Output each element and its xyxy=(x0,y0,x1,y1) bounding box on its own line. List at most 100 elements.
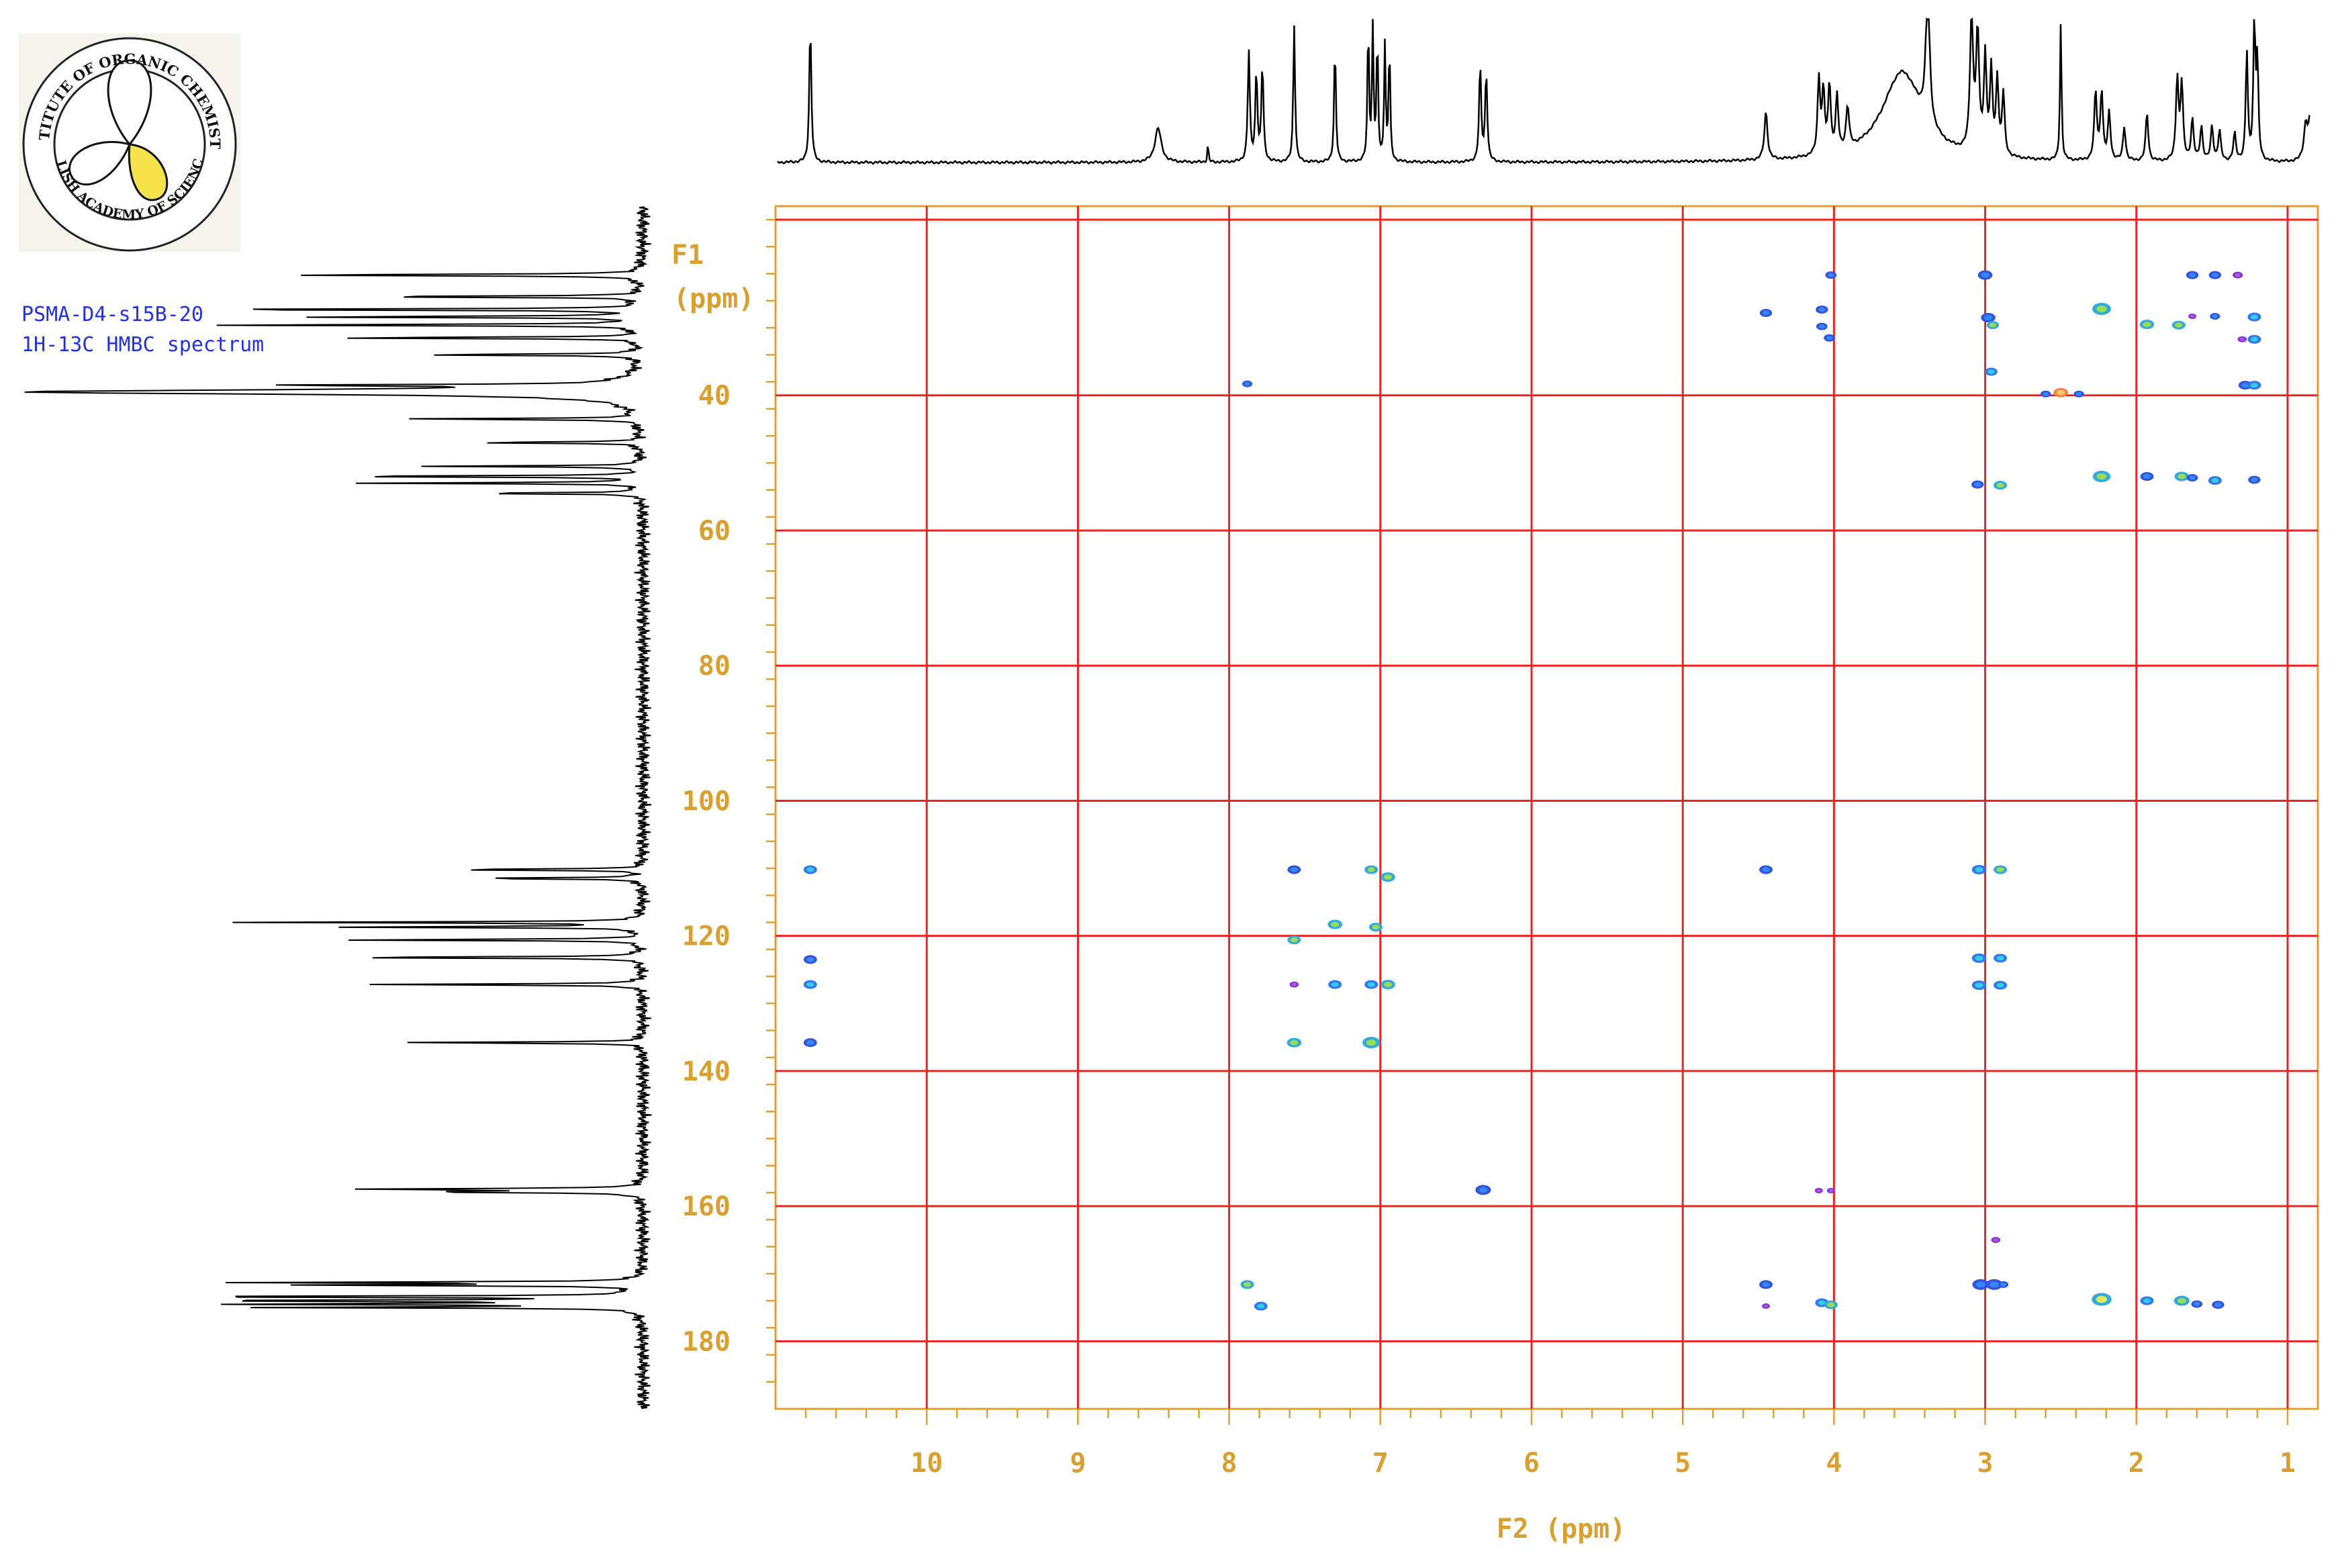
cross-peak-outer xyxy=(803,980,817,989)
cross-peak xyxy=(1254,1301,1268,1311)
cross-peak-outer xyxy=(2238,381,2252,390)
y-axis-title-line2: (ppm) xyxy=(673,283,754,314)
cross-peak xyxy=(2140,1296,2154,1305)
cross-peak xyxy=(1994,954,2008,963)
cross-peak xyxy=(1994,481,2008,490)
cross-peak xyxy=(1286,1037,1302,1048)
cross-peak-inner xyxy=(1828,1189,1834,1193)
y-tick-label: 160 xyxy=(682,1191,731,1222)
institute-logo: INSTITUTE OF ORGANIC CHEMISTRY POLISH AC… xyxy=(19,34,240,252)
cross-peak-inner xyxy=(1257,1303,1265,1309)
cross-peak xyxy=(1971,980,1987,990)
cross-peak-outer xyxy=(1286,1037,1302,1048)
cross-peaks xyxy=(803,270,2261,1311)
cross-peak-inner xyxy=(1384,982,1392,987)
cross-peak xyxy=(2092,1293,2112,1306)
cross-peak-inner xyxy=(2175,322,2183,328)
cross-peak xyxy=(1971,480,1984,489)
cross-peak xyxy=(2210,313,2220,320)
x-tick-label: 1 xyxy=(2280,1448,2296,1479)
cross-peak-outer xyxy=(1364,980,1378,989)
cross-peak-outer xyxy=(2208,271,2222,279)
cross-peak-outer xyxy=(2233,271,2243,279)
cross-peak-inner xyxy=(1990,1281,1999,1288)
cross-peak-inner xyxy=(2096,473,2107,480)
cross-peak xyxy=(2092,302,2111,315)
cross-peak-inner xyxy=(2178,473,2186,479)
cross-peak-inner xyxy=(1826,336,1833,340)
cross-peak-outer xyxy=(2191,1300,2203,1308)
cross-peak-inner xyxy=(1996,867,2004,872)
cross-peak xyxy=(1759,865,1773,874)
cross-peak-inner xyxy=(1974,482,1981,487)
cross-peak-outer xyxy=(2092,470,2111,482)
cross-peak-outer xyxy=(1826,1188,1835,1194)
cross-peak xyxy=(2248,475,2261,484)
cross-peak xyxy=(1824,1300,1838,1309)
cross-peak-inner xyxy=(1993,1238,1999,1242)
cross-peak-outer xyxy=(1240,1280,1254,1289)
cross-peak-outer xyxy=(2073,390,2084,398)
y-tick-label: 60 xyxy=(698,516,731,547)
cross-peak-outer xyxy=(1971,953,1987,963)
cross-peak-outer xyxy=(1287,865,1301,874)
cross-peak xyxy=(2041,390,2051,398)
x-tick-label: 8 xyxy=(1221,1448,1237,1479)
cross-peak-outer xyxy=(2247,334,2261,344)
cross-peak-inner xyxy=(1818,324,1825,329)
cross-peak-outer xyxy=(1824,1300,1838,1309)
cross-peak-inner xyxy=(1291,982,1297,986)
cross-peak-inner xyxy=(2250,383,2258,388)
cross-peak-inner xyxy=(1975,867,1983,872)
cross-peak-inner xyxy=(1290,867,1298,872)
cross-peak xyxy=(2208,476,2222,486)
cross-peak xyxy=(1994,865,2008,874)
cross-peak xyxy=(2247,381,2261,390)
cross-peak-inner xyxy=(2239,337,2245,341)
cross-peak-inner xyxy=(1996,982,2004,988)
cross-peak xyxy=(1815,1298,1829,1307)
cross-peak-outer xyxy=(2140,1296,2154,1305)
cross-peak-outer xyxy=(1971,480,1984,489)
cross-peak xyxy=(2188,314,2197,320)
cross-peak xyxy=(2140,471,2154,481)
cross-peak-inner xyxy=(1975,1281,1985,1288)
f2-projection-trace xyxy=(777,17,2310,165)
cross-peak xyxy=(2208,271,2222,279)
cross-peak-outer xyxy=(803,1038,817,1048)
cross-peak-outer xyxy=(1475,1185,1491,1195)
cross-peak xyxy=(1362,1037,1380,1049)
cross-peak xyxy=(1826,1188,1835,1194)
cross-peak xyxy=(1986,321,2000,330)
cross-peak-outer xyxy=(1998,1281,2009,1288)
cross-peak xyxy=(1475,1185,1491,1195)
x-tick-label: 9 xyxy=(1070,1448,1086,1479)
cross-peak-outer xyxy=(1994,954,2008,963)
cross-peak-outer xyxy=(2210,313,2220,320)
cross-peak-inner xyxy=(2241,383,2249,388)
cross-peak xyxy=(1759,308,1773,317)
cross-peak-outer xyxy=(2174,471,2190,481)
cross-peak xyxy=(1287,935,1301,945)
cross-peak xyxy=(2212,1301,2225,1309)
x-axis-title: F2 (ppm) xyxy=(1497,1514,1626,1544)
cross-peak-outer xyxy=(1991,1236,2001,1243)
cross-peak-inner xyxy=(1290,937,1298,943)
cross-peak xyxy=(2247,334,2261,344)
cross-peak-outer xyxy=(1816,322,1828,330)
cross-peak-outer xyxy=(1994,980,2008,990)
grid-lines xyxy=(776,206,2318,1409)
y-tick-label: 100 xyxy=(682,786,731,817)
cross-peak xyxy=(1364,980,1378,989)
cross-peak xyxy=(1816,322,1828,330)
cross-peak-inner xyxy=(2189,475,2196,480)
cross-peak-outer xyxy=(1762,1303,1771,1309)
cross-peak-inner xyxy=(806,957,814,962)
cross-peak xyxy=(1327,919,1343,929)
cross-peak xyxy=(803,955,817,964)
cross-peak-outer xyxy=(1971,980,1987,990)
cross-peak-outer xyxy=(1242,380,1253,387)
cross-peak-inner xyxy=(2194,1302,2200,1307)
